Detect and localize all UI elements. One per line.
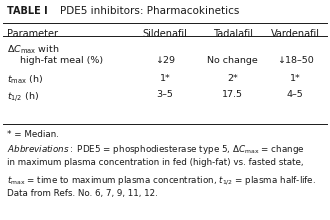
- Text: TABLE I: TABLE I: [7, 6, 47, 15]
- Text: 1*: 1*: [290, 74, 301, 83]
- Text: No change: No change: [207, 56, 258, 65]
- Text: 3–5: 3–5: [156, 90, 174, 99]
- Text: 17.5: 17.5: [222, 90, 243, 99]
- Text: 2*: 2*: [227, 74, 238, 83]
- Text: Parameter: Parameter: [7, 29, 58, 38]
- Text: 4–5: 4–5: [287, 90, 304, 99]
- Text: Sildenafil: Sildenafil: [143, 29, 187, 38]
- Text: 1*: 1*: [160, 74, 170, 83]
- Text: $t_{\rm max}$ (h): $t_{\rm max}$ (h): [7, 74, 43, 86]
- Text: ↓29: ↓29: [155, 56, 175, 65]
- Text: Vardenafil: Vardenafil: [271, 29, 320, 38]
- Text: high-fat meal (%): high-fat meal (%): [20, 56, 103, 65]
- Text: $t_{\rm max}$ = time to maximum plasma concentration, $t_{1/2}$ = plasma half-li: $t_{\rm max}$ = time to maximum plasma c…: [7, 174, 316, 187]
- Text: Tadalafil: Tadalafil: [213, 29, 253, 38]
- Text: Data from Refs. No. 6, 7, 9, 11, 12.: Data from Refs. No. 6, 7, 9, 11, 12.: [7, 189, 157, 198]
- Text: in maximum plasma concentration in fed (high-fat) vs. fasted state,: in maximum plasma concentration in fed (…: [7, 158, 303, 167]
- Text: $\it{Abbreviations:}$ PDE5 = phosphodiesterase type 5, $\Delta C_{\rm max}$ = ch: $\it{Abbreviations:}$ PDE5 = phosphodies…: [7, 143, 304, 156]
- Text: ↓18–50: ↓18–50: [277, 56, 314, 65]
- Text: $\Delta C_{\rm max}$ with: $\Delta C_{\rm max}$ with: [7, 44, 59, 57]
- Text: $t_{1/2}$ (h): $t_{1/2}$ (h): [7, 90, 39, 104]
- Text: * = Median.: * = Median.: [7, 130, 58, 139]
- Text: PDE5 inhibitors: Pharmacokinetics: PDE5 inhibitors: Pharmacokinetics: [47, 6, 240, 15]
